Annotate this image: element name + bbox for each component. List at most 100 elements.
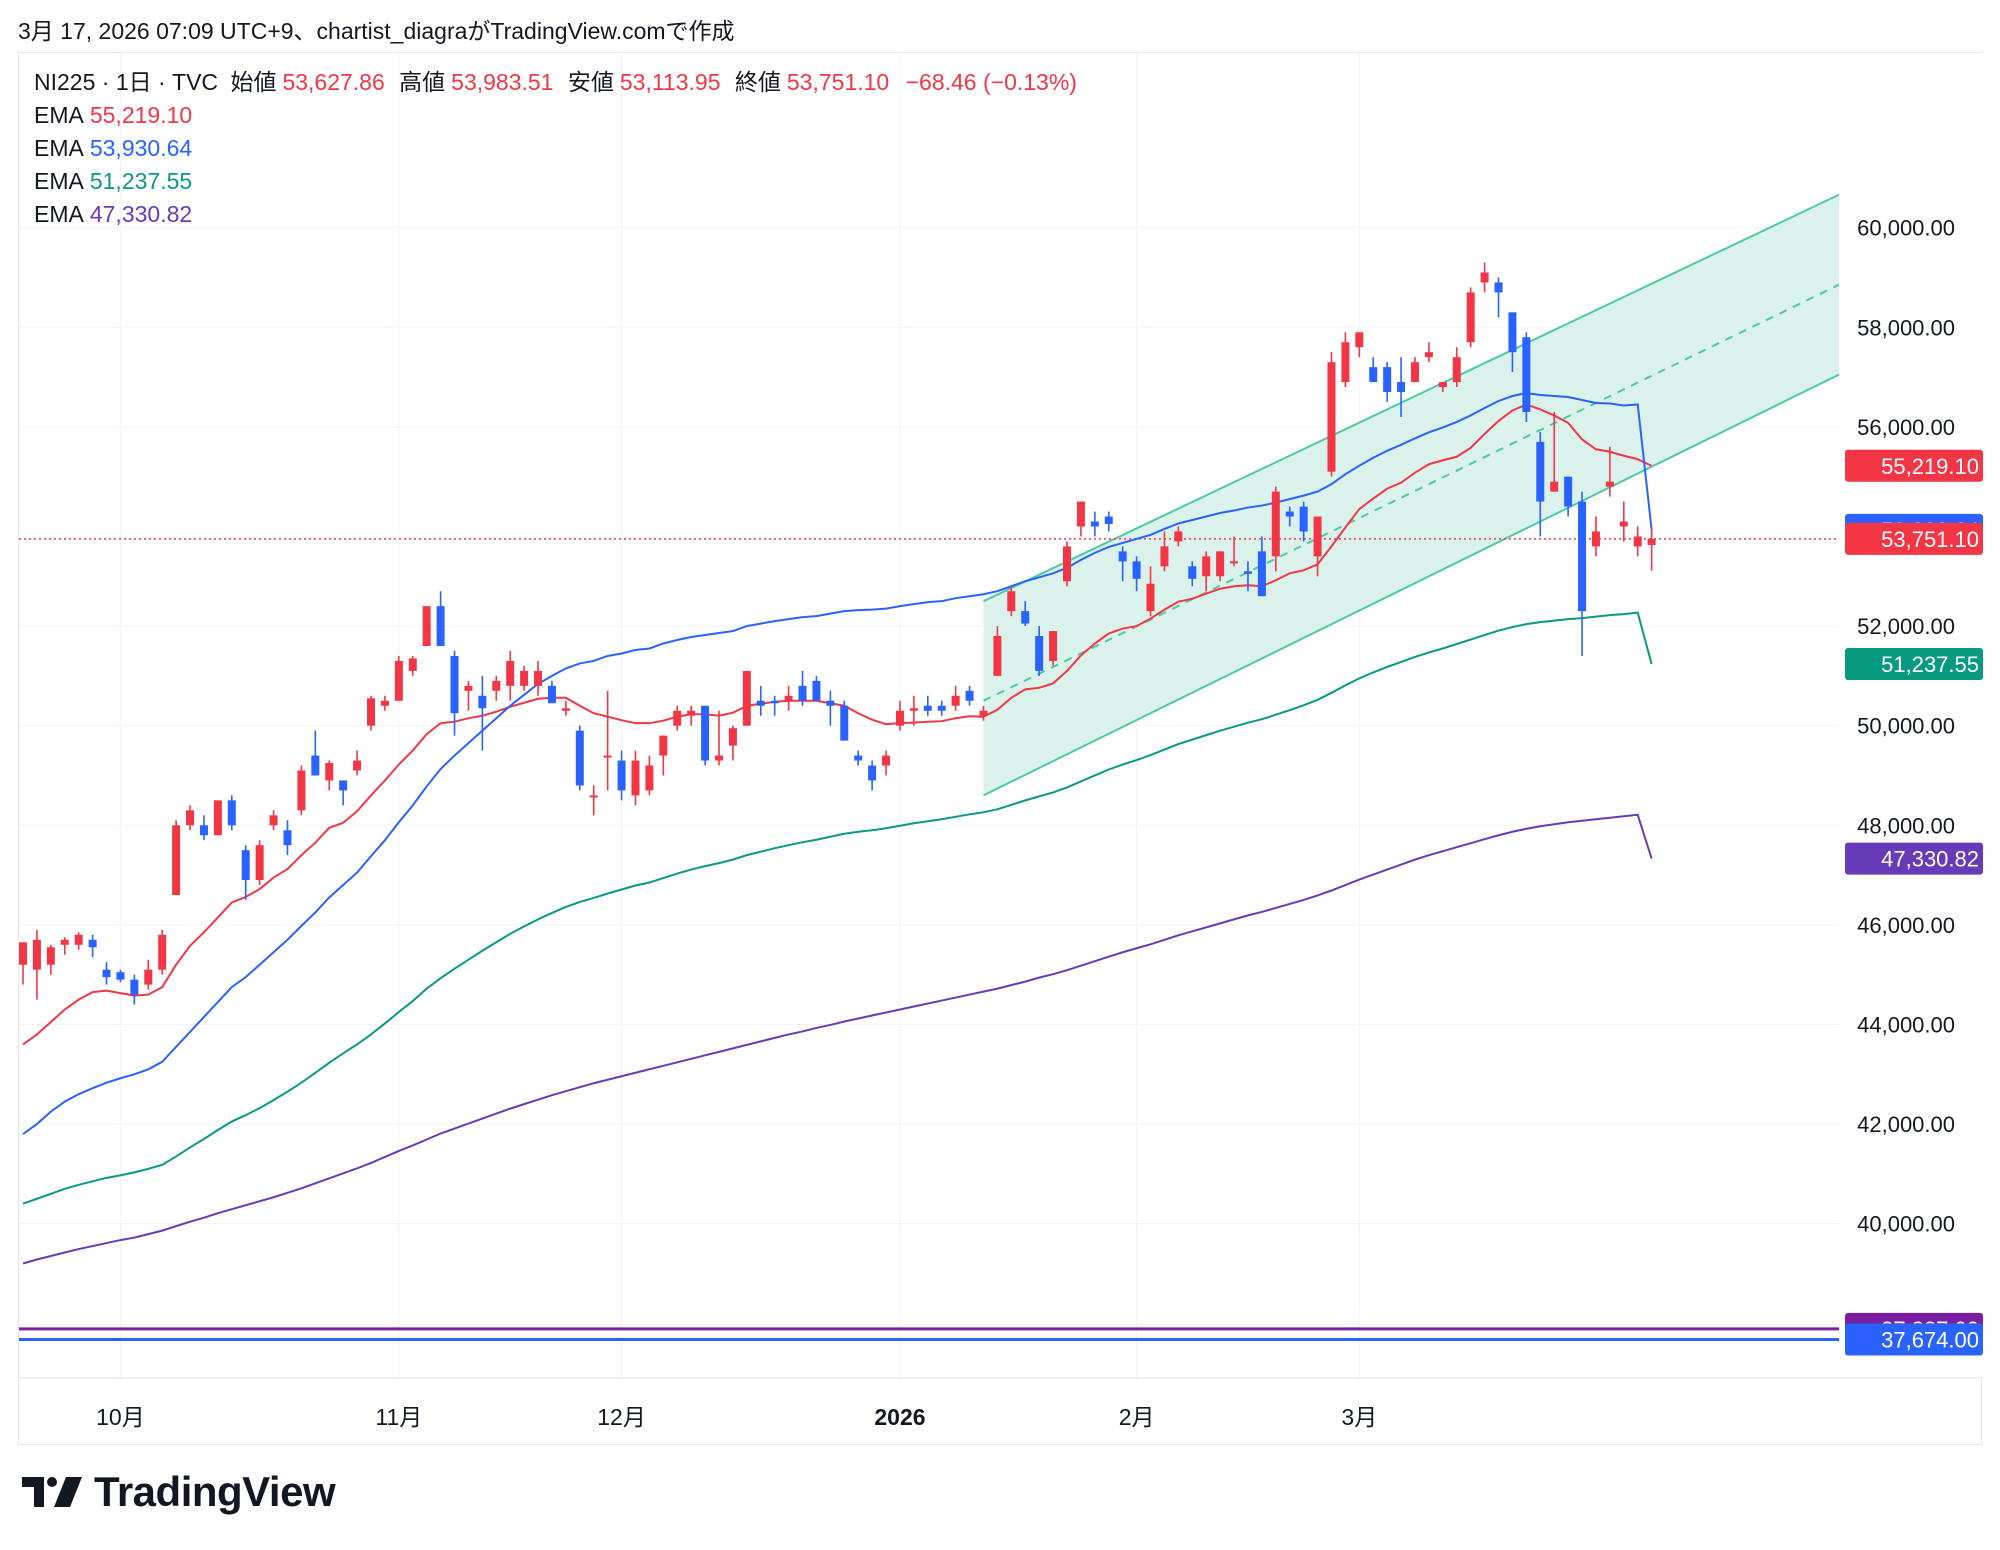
candle-body	[951, 695, 960, 706]
legend-ema-row[interactable]: EMA 47,330.82	[34, 198, 1077, 231]
candle-body	[1299, 506, 1308, 532]
tradingview-logo[interactable]: TradingView	[22, 1468, 336, 1516]
ema-line-2	[22, 611, 1653, 1205]
y-axis-tick-label: 44,000.00	[1857, 1012, 1955, 1037]
price-tag-box	[1845, 449, 1983, 482]
ema-label: EMA	[34, 201, 84, 227]
x-axis-tick-label: 10月	[96, 1404, 145, 1430]
candle-body	[1633, 536, 1642, 547]
candle-body	[408, 658, 417, 671]
candle-body	[1564, 476, 1573, 507]
candle-body	[1647, 538, 1656, 546]
candle-body	[1076, 501, 1085, 527]
candle-body	[241, 850, 250, 881]
ema-value: 51,237.55	[89, 168, 193, 194]
candle-body	[1160, 546, 1169, 567]
candle-body	[1090, 521, 1099, 527]
candle-body	[742, 670, 751, 726]
candle-body	[450, 655, 459, 714]
candle-body	[367, 698, 375, 726]
ohlc-low-label: 安値	[567, 69, 614, 95]
candle-body	[1104, 516, 1113, 524]
candle-body	[255, 845, 264, 881]
candle-body	[1397, 382, 1406, 393]
candle-body	[1257, 551, 1266, 597]
candle-body	[1007, 591, 1016, 612]
ema-line-0	[22, 403, 1653, 1046]
change-value: −68.46 (−0.13%)	[905, 69, 1077, 95]
ohlc-high-value: 53,983.51	[451, 69, 554, 95]
candle-body	[311, 755, 320, 776]
candle-body	[1411, 362, 1419, 383]
candle-body	[1313, 516, 1322, 557]
candle-body	[19, 942, 27, 965]
x-axis-tick-label: 11月	[375, 1404, 422, 1430]
legend-ema-row[interactable]: EMA 53,930.64	[34, 132, 1077, 165]
candle-body	[1216, 551, 1225, 577]
candle-body	[144, 969, 153, 985]
candle-body	[1174, 531, 1183, 542]
candle-body	[1285, 511, 1294, 517]
x-axis-tick-label: 3月	[1341, 1404, 1377, 1430]
candle-body	[937, 705, 946, 711]
header-caption: 3月 17, 2026 07:09 UTC+9、chartist_diagraが…	[18, 18, 735, 44]
candle-body	[840, 705, 849, 741]
legend-ema-row[interactable]: EMA 55,219.10	[34, 99, 1077, 132]
candle-body	[422, 606, 431, 646]
price-tag-label: 51,237.55	[1881, 652, 1979, 677]
candle-body	[617, 760, 626, 791]
y-axis-tick-label: 60,000.00	[1857, 216, 1955, 241]
candle-body	[492, 680, 501, 691]
candle-body	[895, 710, 904, 726]
ohlc-open-label: 始値	[230, 69, 277, 95]
candle-body	[297, 770, 306, 811]
channel-upper-line	[983, 176, 1875, 603]
candle-body	[116, 972, 125, 980]
ema-line-3	[22, 813, 1653, 1265]
candle-body	[854, 755, 863, 761]
candle-body	[1452, 357, 1461, 383]
price-tag: 51,237.55	[1845, 648, 1983, 681]
candle-body	[1494, 282, 1503, 293]
ema-label: EMA	[34, 168, 84, 194]
candle-body	[1383, 367, 1392, 393]
candle-body	[1230, 561, 1239, 564]
candle-body	[1243, 571, 1252, 574]
ohlc-close-value: 53,751.10	[786, 69, 890, 95]
candle-body	[32, 939, 41, 970]
price-axis-background	[1839, 53, 1983, 1378]
candle-body	[269, 815, 278, 826]
candle-body	[631, 760, 640, 796]
tradingview-logo-icon	[22, 1477, 82, 1507]
chart-frame[interactable]: 60,000.00 58,000.00 56,000.00 52,000.00 50,0…	[18, 52, 1983, 1446]
candle-body	[353, 760, 362, 771]
candle-body	[673, 710, 682, 726]
candle-body	[715, 755, 723, 761]
symbol-label[interactable]: NI225 · 1日 · TVC	[34, 69, 219, 95]
candle-body	[1438, 382, 1447, 388]
y-axis-tick-label: 52,000.00	[1857, 614, 1955, 639]
candle-body	[283, 830, 292, 846]
candle-body	[339, 780, 348, 791]
candle-body	[1355, 332, 1364, 348]
x-axis-tick-label: 2026	[874, 1404, 925, 1430]
candle-body	[770, 700, 779, 704]
candle-body	[464, 685, 473, 691]
candle-body	[882, 755, 891, 766]
candle-body	[1341, 342, 1350, 383]
regression-channel-fill	[983, 177, 1875, 796]
y-axis-tick-label: 48,000.00	[1857, 813, 1955, 838]
ema-line-1	[22, 392, 1653, 1135]
candle-body	[46, 947, 55, 965]
price-tag-box	[1845, 522, 1983, 555]
candle-body	[784, 695, 793, 701]
candle-body	[659, 735, 668, 756]
ohlc-low-value: 53,113.95	[619, 69, 721, 95]
price-tag-label: 53,751.10	[1881, 527, 1979, 552]
ohlc-close-label: 終値	[734, 69, 781, 95]
legend-ema-row[interactable]: EMA 51,237.55	[34, 165, 1077, 198]
y-axis-tick-label: 50,000.00	[1857, 714, 1955, 739]
candle-body	[1591, 531, 1600, 547]
price-chart[interactable]: 60,000.00 58,000.00 56,000.00 52,000.00 50,0…	[19, 53, 1983, 1446]
candle-body	[158, 934, 167, 970]
